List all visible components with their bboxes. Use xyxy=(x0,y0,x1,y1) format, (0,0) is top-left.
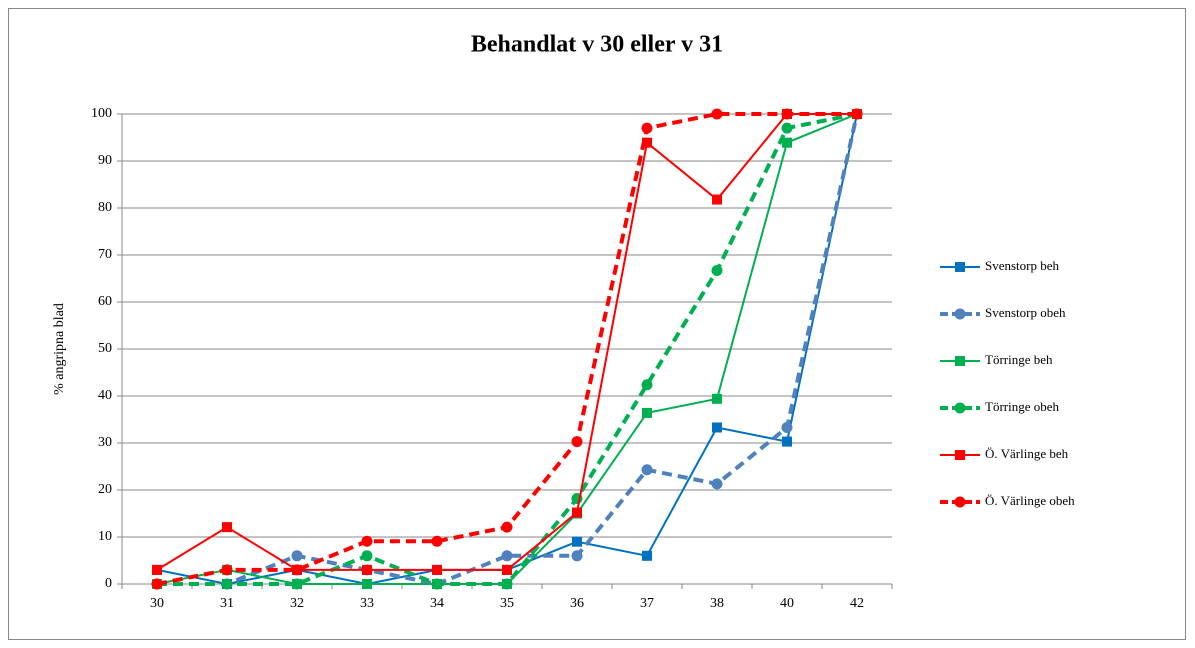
data-point xyxy=(362,579,372,589)
data-point xyxy=(642,550,652,561)
legend-marker xyxy=(955,262,965,272)
data-point xyxy=(571,436,583,448)
x-tick-label: 32 xyxy=(290,596,304,611)
x-tick-label: 31 xyxy=(220,596,234,611)
data-point xyxy=(502,564,512,575)
data-point xyxy=(781,108,793,120)
data-point xyxy=(222,522,232,533)
x-tick-label: 37 xyxy=(640,596,654,611)
y-tick-label: 60 xyxy=(98,294,112,309)
data-point xyxy=(291,578,303,590)
y-tick-label: 20 xyxy=(98,482,112,497)
x-tick-label: 42 xyxy=(850,596,864,611)
y-tick-label: 100 xyxy=(91,106,112,121)
data-point xyxy=(711,478,723,490)
legend-label: Svenstorp beh xyxy=(985,258,1060,273)
data-point xyxy=(782,436,792,447)
data-point xyxy=(711,108,723,120)
x-tick-label: 35 xyxy=(500,596,514,611)
legend-label: Törringe beh xyxy=(985,352,1053,367)
data-point xyxy=(151,578,163,590)
y-tick-label: 30 xyxy=(98,435,112,450)
data-point xyxy=(851,108,863,120)
data-point xyxy=(711,265,723,277)
data-point xyxy=(431,578,443,590)
data-point xyxy=(221,564,233,576)
x-tick-label: 38 xyxy=(710,596,724,611)
legend-label: Ö. Värlinge obeh xyxy=(985,493,1075,508)
data-point xyxy=(782,137,792,148)
data-point xyxy=(152,564,162,575)
data-point xyxy=(501,521,513,533)
data-point xyxy=(571,550,583,562)
data-point xyxy=(641,122,653,134)
x-tick-label: 40 xyxy=(780,596,794,611)
x-tick-label: 33 xyxy=(360,596,374,611)
y-tick-label: 90 xyxy=(98,153,112,168)
x-tick-label: 34 xyxy=(430,596,444,611)
series-line xyxy=(157,113,859,587)
legend-label: Törringe obeh xyxy=(985,399,1060,414)
data-point xyxy=(431,535,443,547)
data-point xyxy=(572,536,582,547)
y-tick-label: 80 xyxy=(98,200,112,215)
x-tick-label: 30 xyxy=(150,596,164,611)
legend-label: Svenstorp obeh xyxy=(985,305,1066,320)
legend-marker xyxy=(954,402,966,414)
data-point xyxy=(291,550,303,562)
data-point xyxy=(641,379,653,391)
legend-marker xyxy=(954,496,966,508)
y-axis-label: % angripna blad xyxy=(52,303,67,395)
y-tick-label: 10 xyxy=(98,529,112,544)
data-point xyxy=(501,578,513,590)
legend-marker xyxy=(954,308,966,320)
data-point xyxy=(501,550,513,562)
chart-title: Behandlat v 30 eller v 31 xyxy=(471,32,723,58)
y-tick-label: 0 xyxy=(105,576,112,591)
data-point xyxy=(361,535,373,547)
legend-marker xyxy=(955,450,965,460)
y-tick-label: 40 xyxy=(98,388,112,403)
data-point xyxy=(362,564,372,575)
data-point xyxy=(642,137,652,148)
y-tick-label: 50 xyxy=(98,341,112,356)
data-point xyxy=(361,550,373,562)
x-tick-label: 36 xyxy=(570,596,584,611)
data-point xyxy=(781,122,793,134)
data-point xyxy=(432,564,442,575)
data-point xyxy=(291,564,303,576)
y-tick-label: 70 xyxy=(98,247,112,262)
data-point xyxy=(712,194,722,205)
data-point xyxy=(221,578,233,590)
data-point xyxy=(712,393,722,404)
legend-marker xyxy=(955,356,965,366)
data-point xyxy=(781,421,793,433)
data-point xyxy=(641,464,653,476)
data-point xyxy=(642,407,652,418)
data-point xyxy=(712,422,722,433)
legend-label: Ö. Värlinge beh xyxy=(985,446,1069,461)
data-point xyxy=(572,507,582,518)
